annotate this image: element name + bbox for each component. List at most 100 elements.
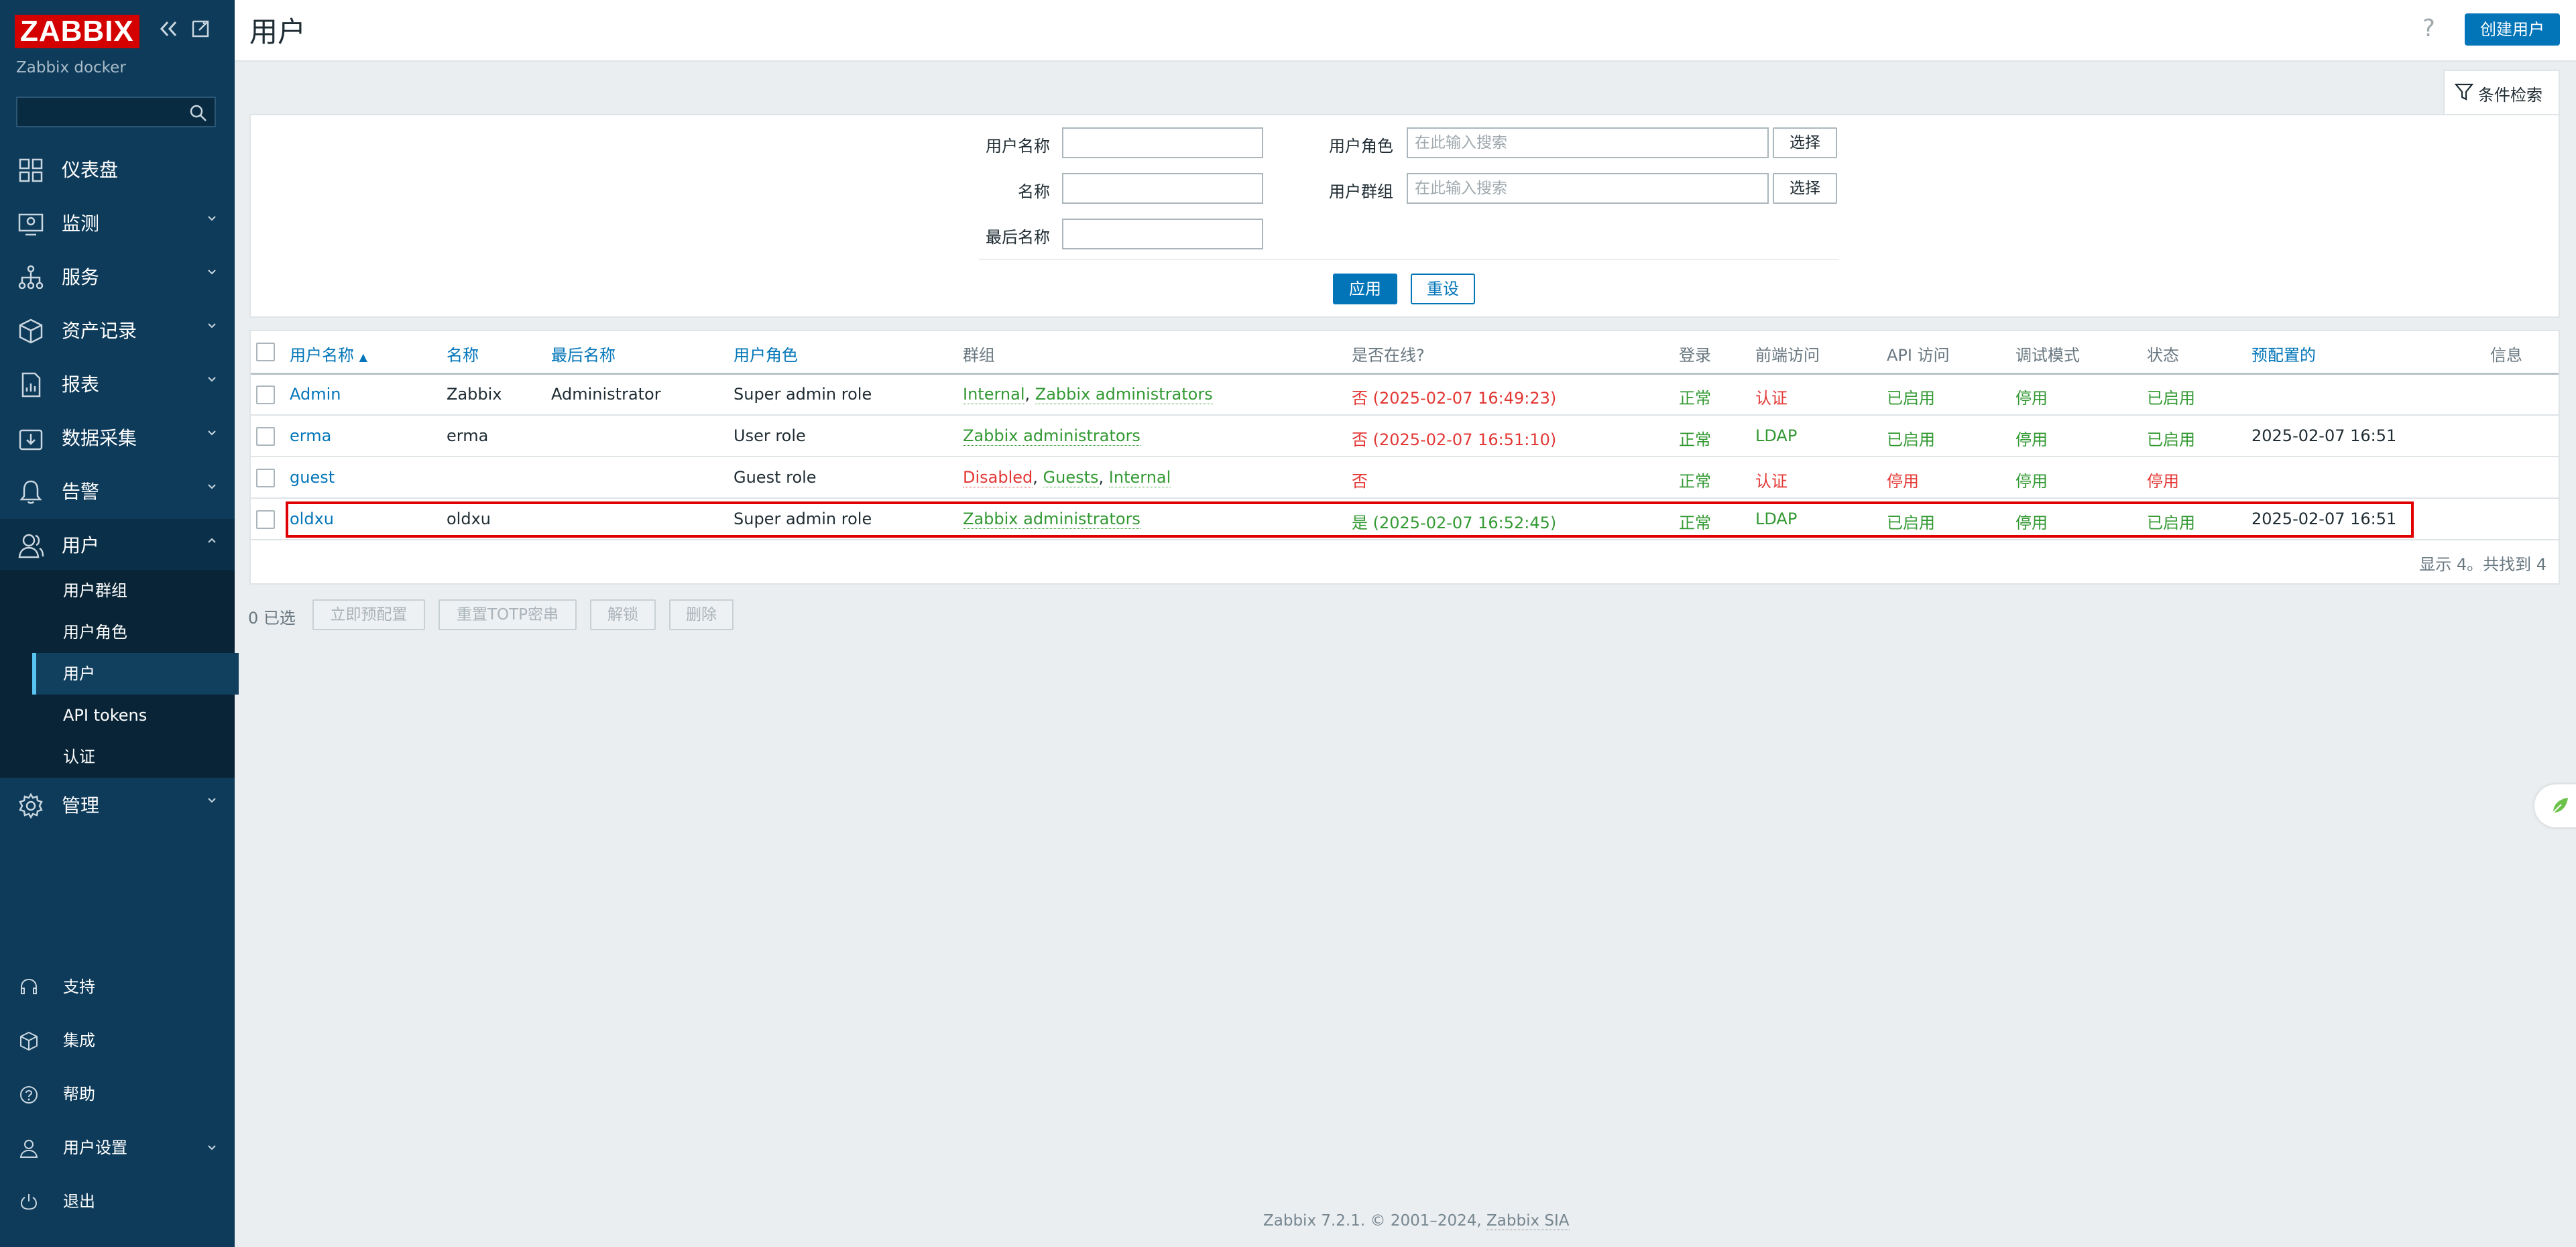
submenu-user-roles[interactable]: 用户角色 [32, 611, 235, 653]
group-link[interactable]: Zabbix administrators [963, 510, 1140, 529]
unblock-button[interactable]: 解锁 [590, 599, 656, 630]
submenu-users[interactable]: 用户 [32, 653, 239, 695]
nav-label: 数据采集 [62, 427, 137, 449]
col-name[interactable]: 名称 [447, 346, 479, 365]
col-username[interactable]: 用户名称 ▲ [290, 342, 367, 365]
nav-dashboards[interactable]: 仪表盘 [0, 143, 235, 197]
row-username-link[interactable]: guest [290, 468, 335, 487]
filter-group-input[interactable]: 在此输入搜索 [1407, 173, 1769, 204]
row-online: 否 [1352, 472, 1368, 491]
group-link[interactable]: Disabled [963, 468, 1033, 487]
row-status[interactable]: 已启用 [2147, 514, 2195, 532]
sidebar-search-input[interactable] [16, 97, 216, 127]
row-checkbox[interactable] [256, 385, 275, 404]
provision-now-button[interactable]: 立即预配置 [312, 599, 425, 630]
floating-assistant-badge[interactable] [2534, 784, 2576, 827]
headset-icon [21, 978, 37, 994]
group-link[interactable]: Internal [1108, 468, 1171, 487]
delete-button[interactable]: 删除 [669, 599, 734, 630]
help-icon[interactable]: ? [2422, 15, 2435, 42]
row-login: 正常 [1679, 514, 1711, 532]
chevron-down-icon [208, 323, 216, 329]
row-login: 正常 [1679, 430, 1711, 449]
apply-button[interactable]: 应用 [1333, 274, 1397, 304]
help-icon [20, 1086, 38, 1104]
zabbix-sia-link[interactable]: Zabbix SIA [1486, 1212, 1570, 1230]
row-checkbox[interactable] [256, 510, 275, 529]
user-settings-icon [19, 1140, 38, 1158]
row-debug: 停用 [2015, 514, 2048, 532]
collapse-sidebar-icon[interactable] [158, 19, 180, 44]
row-username-link[interactable]: oldxu [290, 510, 334, 528]
reset-button[interactable]: 重设 [1411, 274, 1475, 304]
row-name: Zabbix [447, 385, 502, 404]
nav-sign-out[interactable]: 退出 [0, 1175, 235, 1228]
filter-role-input[interactable]: 在此输入搜索 [1407, 127, 1769, 158]
group-link[interactable]: Zabbix administrators [963, 426, 1140, 446]
nav-label: 用户设置 [63, 1138, 127, 1157]
nav-support[interactable]: 支持 [0, 960, 235, 1014]
filter-group-select-button[interactable]: 选择 [1773, 173, 1837, 204]
filter-role-select-button[interactable]: 选择 [1773, 127, 1837, 158]
filter-username-input[interactable] [1062, 127, 1263, 158]
row-divider [251, 497, 2559, 499]
group-link[interactable]: Zabbix administrators [1035, 385, 1213, 404]
dashboard-icon [19, 158, 43, 182]
filter-username-label: 用户名称 [986, 137, 1050, 156]
chevron-down-icon [208, 798, 216, 803]
row-checkbox[interactable] [256, 427, 275, 446]
row-status[interactable]: 停用 [2147, 472, 2179, 491]
nav-users[interactable]: 用户 [0, 519, 235, 573]
nav-administration[interactable]: 管理 [0, 779, 235, 833]
filter-group-label: 用户群组 [1329, 182, 1393, 201]
submenu-user-groups[interactable]: 用户群组 [32, 570, 235, 611]
nav-user-settings[interactable]: 用户设置 [0, 1121, 235, 1175]
row-frontend: 认证 [1755, 472, 1788, 491]
nav-help[interactable]: 帮助 [0, 1067, 235, 1121]
nav-integrations[interactable]: 集成 [0, 1014, 235, 1067]
nav-alerts[interactable]: 告警 [0, 465, 235, 519]
search-icon[interactable] [189, 104, 208, 123]
row-provisioned: 2025-02-07 16:51 [2251, 426, 2397, 445]
row-status[interactable]: 已启用 [2147, 430, 2195, 449]
row-api: 停用 [1887, 472, 1919, 491]
row-divider [251, 539, 2559, 540]
reports-icon [21, 372, 41, 398]
chevron-down-icon [208, 216, 216, 221]
col-role[interactable]: 用户角色 [734, 346, 798, 365]
row-role: Super admin role [734, 385, 872, 404]
submenu-label: 用户角色 [63, 623, 127, 642]
row-frontend: 认证 [1755, 389, 1788, 408]
row-username-link[interactable]: Admin [290, 385, 341, 404]
nav-reports[interactable]: 报表 [0, 358, 235, 412]
filter-name-input[interactable] [1062, 173, 1263, 204]
nav-label: 服务 [62, 266, 100, 288]
filter-surname-input[interactable] [1062, 219, 1263, 249]
filter-tab[interactable]: 条件检索 [2443, 70, 2560, 114]
row-checkbox[interactable] [256, 469, 275, 487]
reset-totp-button[interactable]: 重置TOTP密串 [438, 599, 577, 630]
select-all-checkbox[interactable] [256, 343, 275, 361]
kiosk-mode-icon[interactable] [190, 19, 211, 44]
col-provisioned[interactable]: 预配置的 [2251, 346, 2316, 365]
group-link[interactable]: Internal [963, 385, 1025, 404]
row-name: erma [447, 426, 489, 445]
nav-services[interactable]: 服务 [0, 251, 235, 304]
nav-inventory[interactable]: 资产记录 [0, 304, 235, 358]
row-username-link[interactable]: erma [290, 426, 332, 445]
group-link[interactable]: Guests [1043, 468, 1099, 487]
submenu-api-tokens[interactable]: API tokens [32, 695, 235, 736]
zabbix-logo[interactable]: ZABBIX [15, 15, 139, 48]
col-login: 登录 [1679, 346, 1711, 365]
create-user-button[interactable]: 创建用户 [2465, 13, 2560, 46]
row-role: User role [734, 426, 806, 445]
row-status[interactable]: 已启用 [2147, 389, 2195, 408]
nav-label: 告警 [62, 481, 100, 503]
chevron-up-icon [208, 538, 216, 543]
submenu-authentication[interactable]: 认证 [32, 736, 235, 778]
col-surname[interactable]: 最后名称 [551, 346, 616, 365]
nav-monitoring[interactable]: 监测 [0, 197, 235, 251]
col-debug: 调试模式 [2015, 346, 2080, 365]
nav-data-collection[interactable]: 数据采集 [0, 412, 235, 465]
submenu-label: 用户群组 [63, 581, 127, 600]
